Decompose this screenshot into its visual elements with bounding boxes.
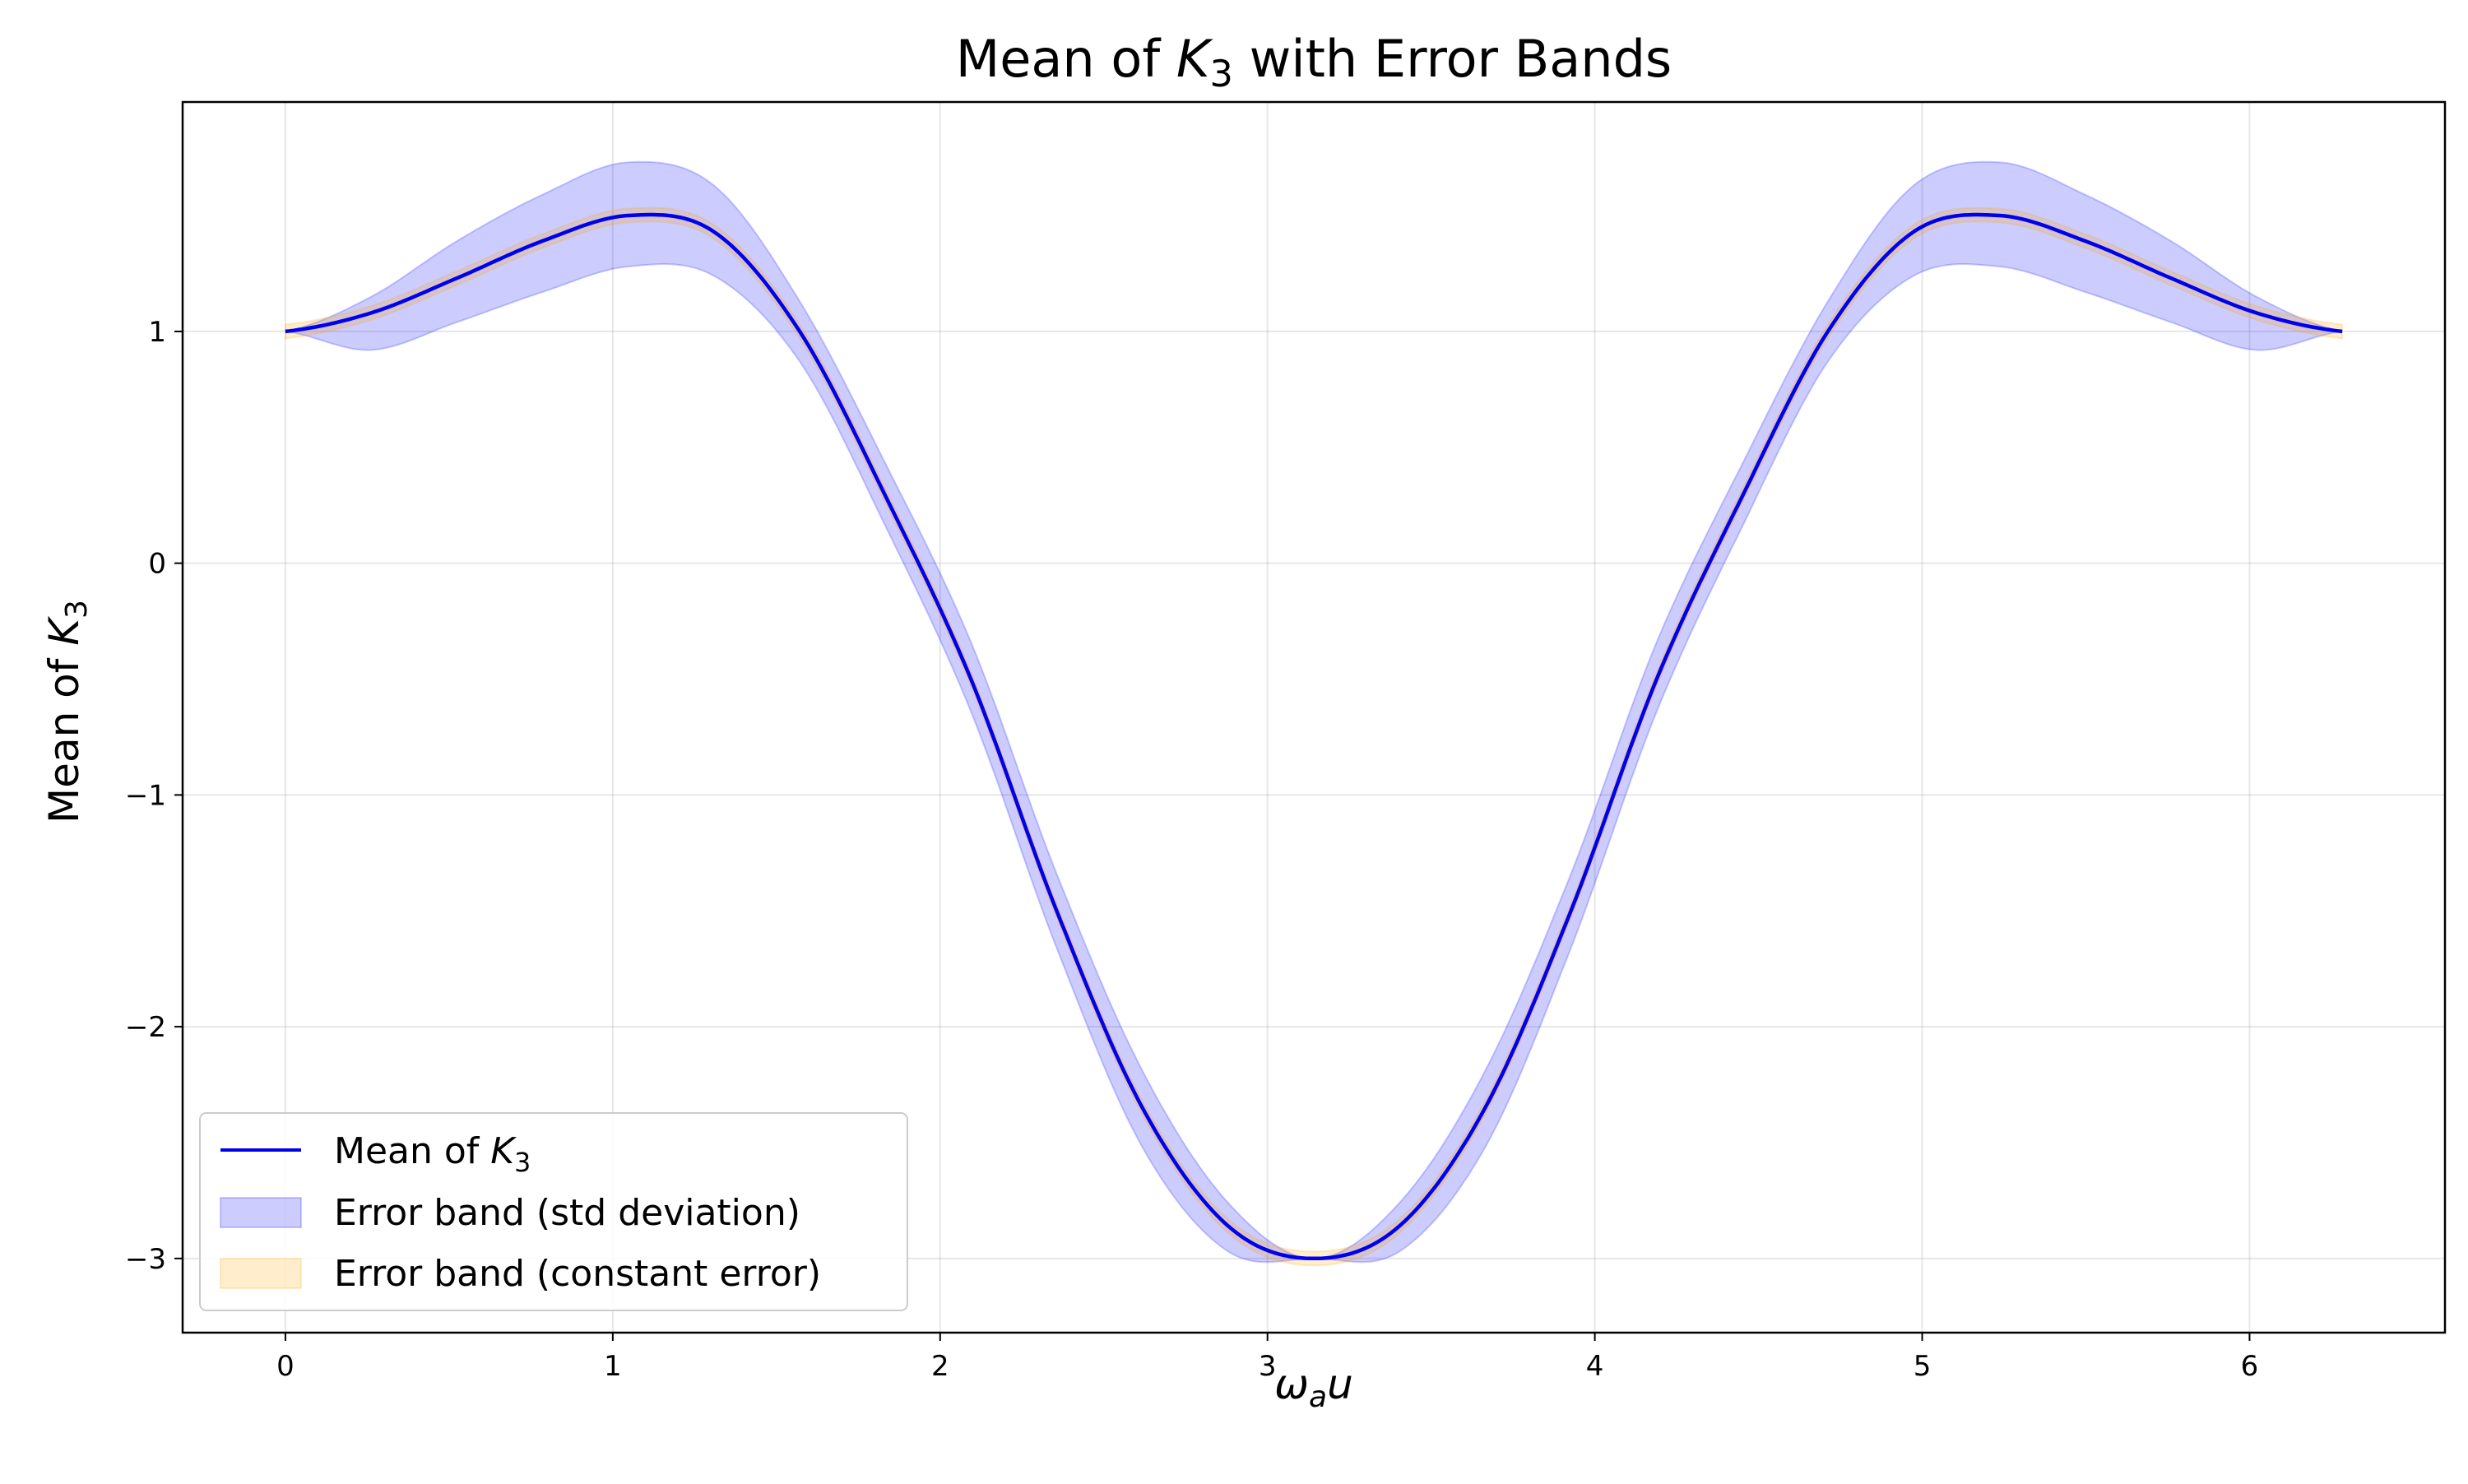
- legend-frame: [199, 1112, 908, 1311]
- grid: [183, 102, 2445, 1333]
- x-tick-label: 3: [1259, 1350, 1277, 1383]
- y-tick-label: −2: [125, 1011, 166, 1044]
- x-axis-label: ωau: [1274, 1361, 1353, 1414]
- legend-swatch-std-band: [220, 1197, 302, 1228]
- mean-line: [285, 212, 2343, 1261]
- x-tick-label: 2: [931, 1350, 949, 1383]
- x-tick-label: 1: [604, 1350, 622, 1383]
- legend: Mean of K3 Error band (std deviation) Er…: [199, 1112, 908, 1311]
- axes: [181, 100, 2447, 1334]
- y-tick-label: −1: [125, 779, 166, 812]
- legend-label-mean: Mean of K3: [334, 1130, 531, 1178]
- y-tick-label: 0: [148, 548, 166, 581]
- band-error-band-constant-error: [284, 206, 2344, 1267]
- x-tick-label: 4: [1586, 1350, 1604, 1383]
- legend-label-constant-band: Error band (constant error): [334, 1253, 821, 1295]
- x-tick-label: 0: [276, 1350, 295, 1383]
- mean-line-layer: [285, 212, 2343, 1261]
- legend-label-std-band: Error band (std deviation): [334, 1192, 800, 1234]
- x-tick-label: 5: [1914, 1350, 1932, 1383]
- chart-title: Mean of K3 with Error Bands: [956, 29, 1672, 95]
- y-axis-label: Mean of K3: [40, 600, 94, 823]
- plot-frame: [181, 100, 2447, 1334]
- y-tick-label: 1: [148, 316, 166, 349]
- y-tick-label: −3: [125, 1243, 166, 1276]
- ticks: 0 1 2 3 4 5 6 1 0 −1 −2 −3: [125, 316, 2258, 1383]
- x-tick-label: 6: [2241, 1350, 2259, 1383]
- legend-swatch-constant-band: [220, 1258, 302, 1289]
